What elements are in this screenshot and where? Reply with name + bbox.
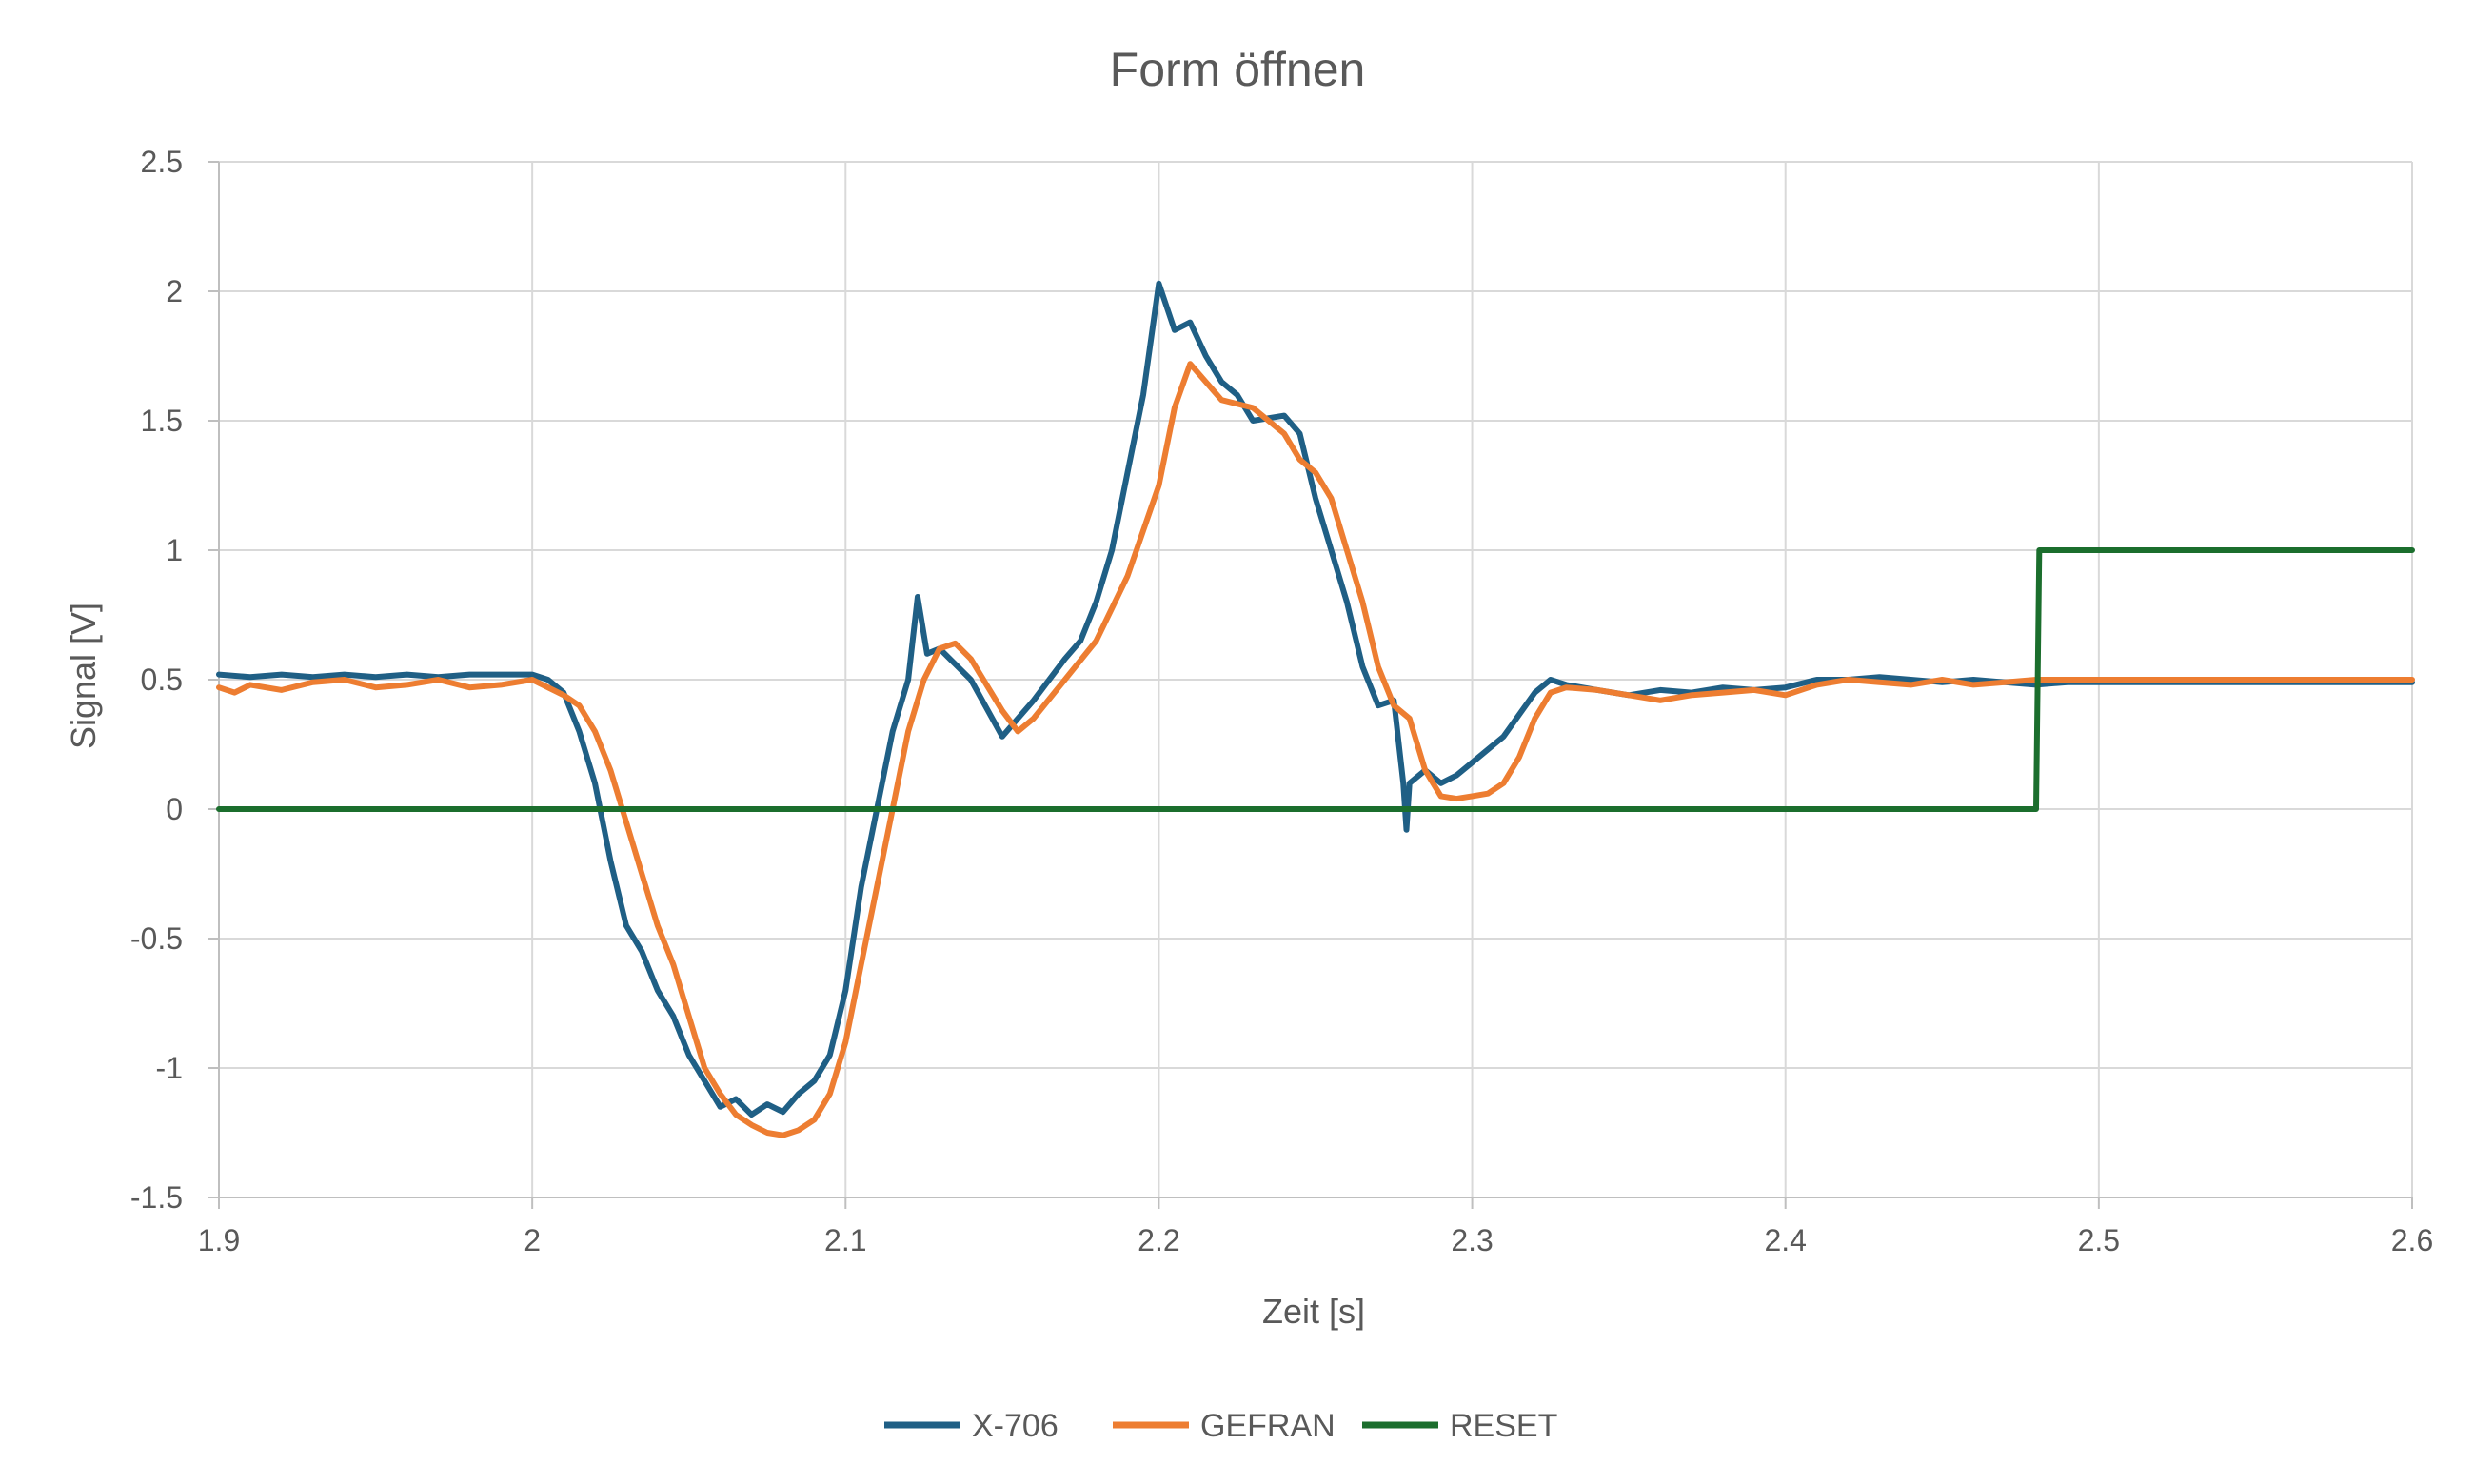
y-tick-label: 1.5 bbox=[141, 404, 183, 438]
x-tick-label: 2.2 bbox=[1138, 1223, 1179, 1257]
series-lines bbox=[216, 280, 2415, 1138]
x-tick-label: 2.1 bbox=[824, 1223, 866, 1257]
y-tick-label: -1.5 bbox=[130, 1180, 183, 1215]
legend-label-x-706: X-706 bbox=[972, 1408, 1059, 1444]
x-tick-label: 2.3 bbox=[1451, 1223, 1493, 1257]
tick-labels: 2.5 2 1.5 1 0.5 0 -0.5 -1 -1.5 1.9 2 2.1 2.2 2.3 2.4 2.… bbox=[130, 145, 2433, 1257]
x-tick-label: 2 bbox=[524, 1223, 541, 1257]
series-line-x-706 bbox=[216, 280, 2415, 1118]
x-tick-label: 2.4 bbox=[1764, 1223, 1806, 1257]
y-tick-label: 2.5 bbox=[141, 145, 183, 179]
y-tick-label: 1 bbox=[166, 533, 183, 567]
legend: X-706 GEFRAN RESET bbox=[884, 1408, 1557, 1444]
x-axis-title: Zeit [s] bbox=[1262, 1292, 1365, 1331]
series-line-reset bbox=[216, 547, 2415, 812]
y-tick-label: -0.5 bbox=[130, 921, 183, 956]
y-tick-label: 0.5 bbox=[141, 663, 183, 697]
legend-label-reset: RESET bbox=[1450, 1408, 1557, 1444]
y-axis-title: Signal [V] bbox=[64, 603, 103, 749]
legend-label-gefran: GEFRAN bbox=[1200, 1408, 1336, 1444]
x-tick-label: 1.9 bbox=[198, 1223, 240, 1257]
y-tick-label: 2 bbox=[166, 274, 183, 308]
y-tick-label: -1 bbox=[156, 1051, 183, 1085]
x-tick-label: 2.5 bbox=[2078, 1223, 2120, 1257]
series-line-gefran bbox=[216, 361, 2415, 1138]
chart-title: Form öffnen bbox=[1110, 43, 1366, 96]
y-tick-label: 0 bbox=[166, 792, 183, 826]
x-tick-label: 2.6 bbox=[2391, 1223, 2433, 1257]
